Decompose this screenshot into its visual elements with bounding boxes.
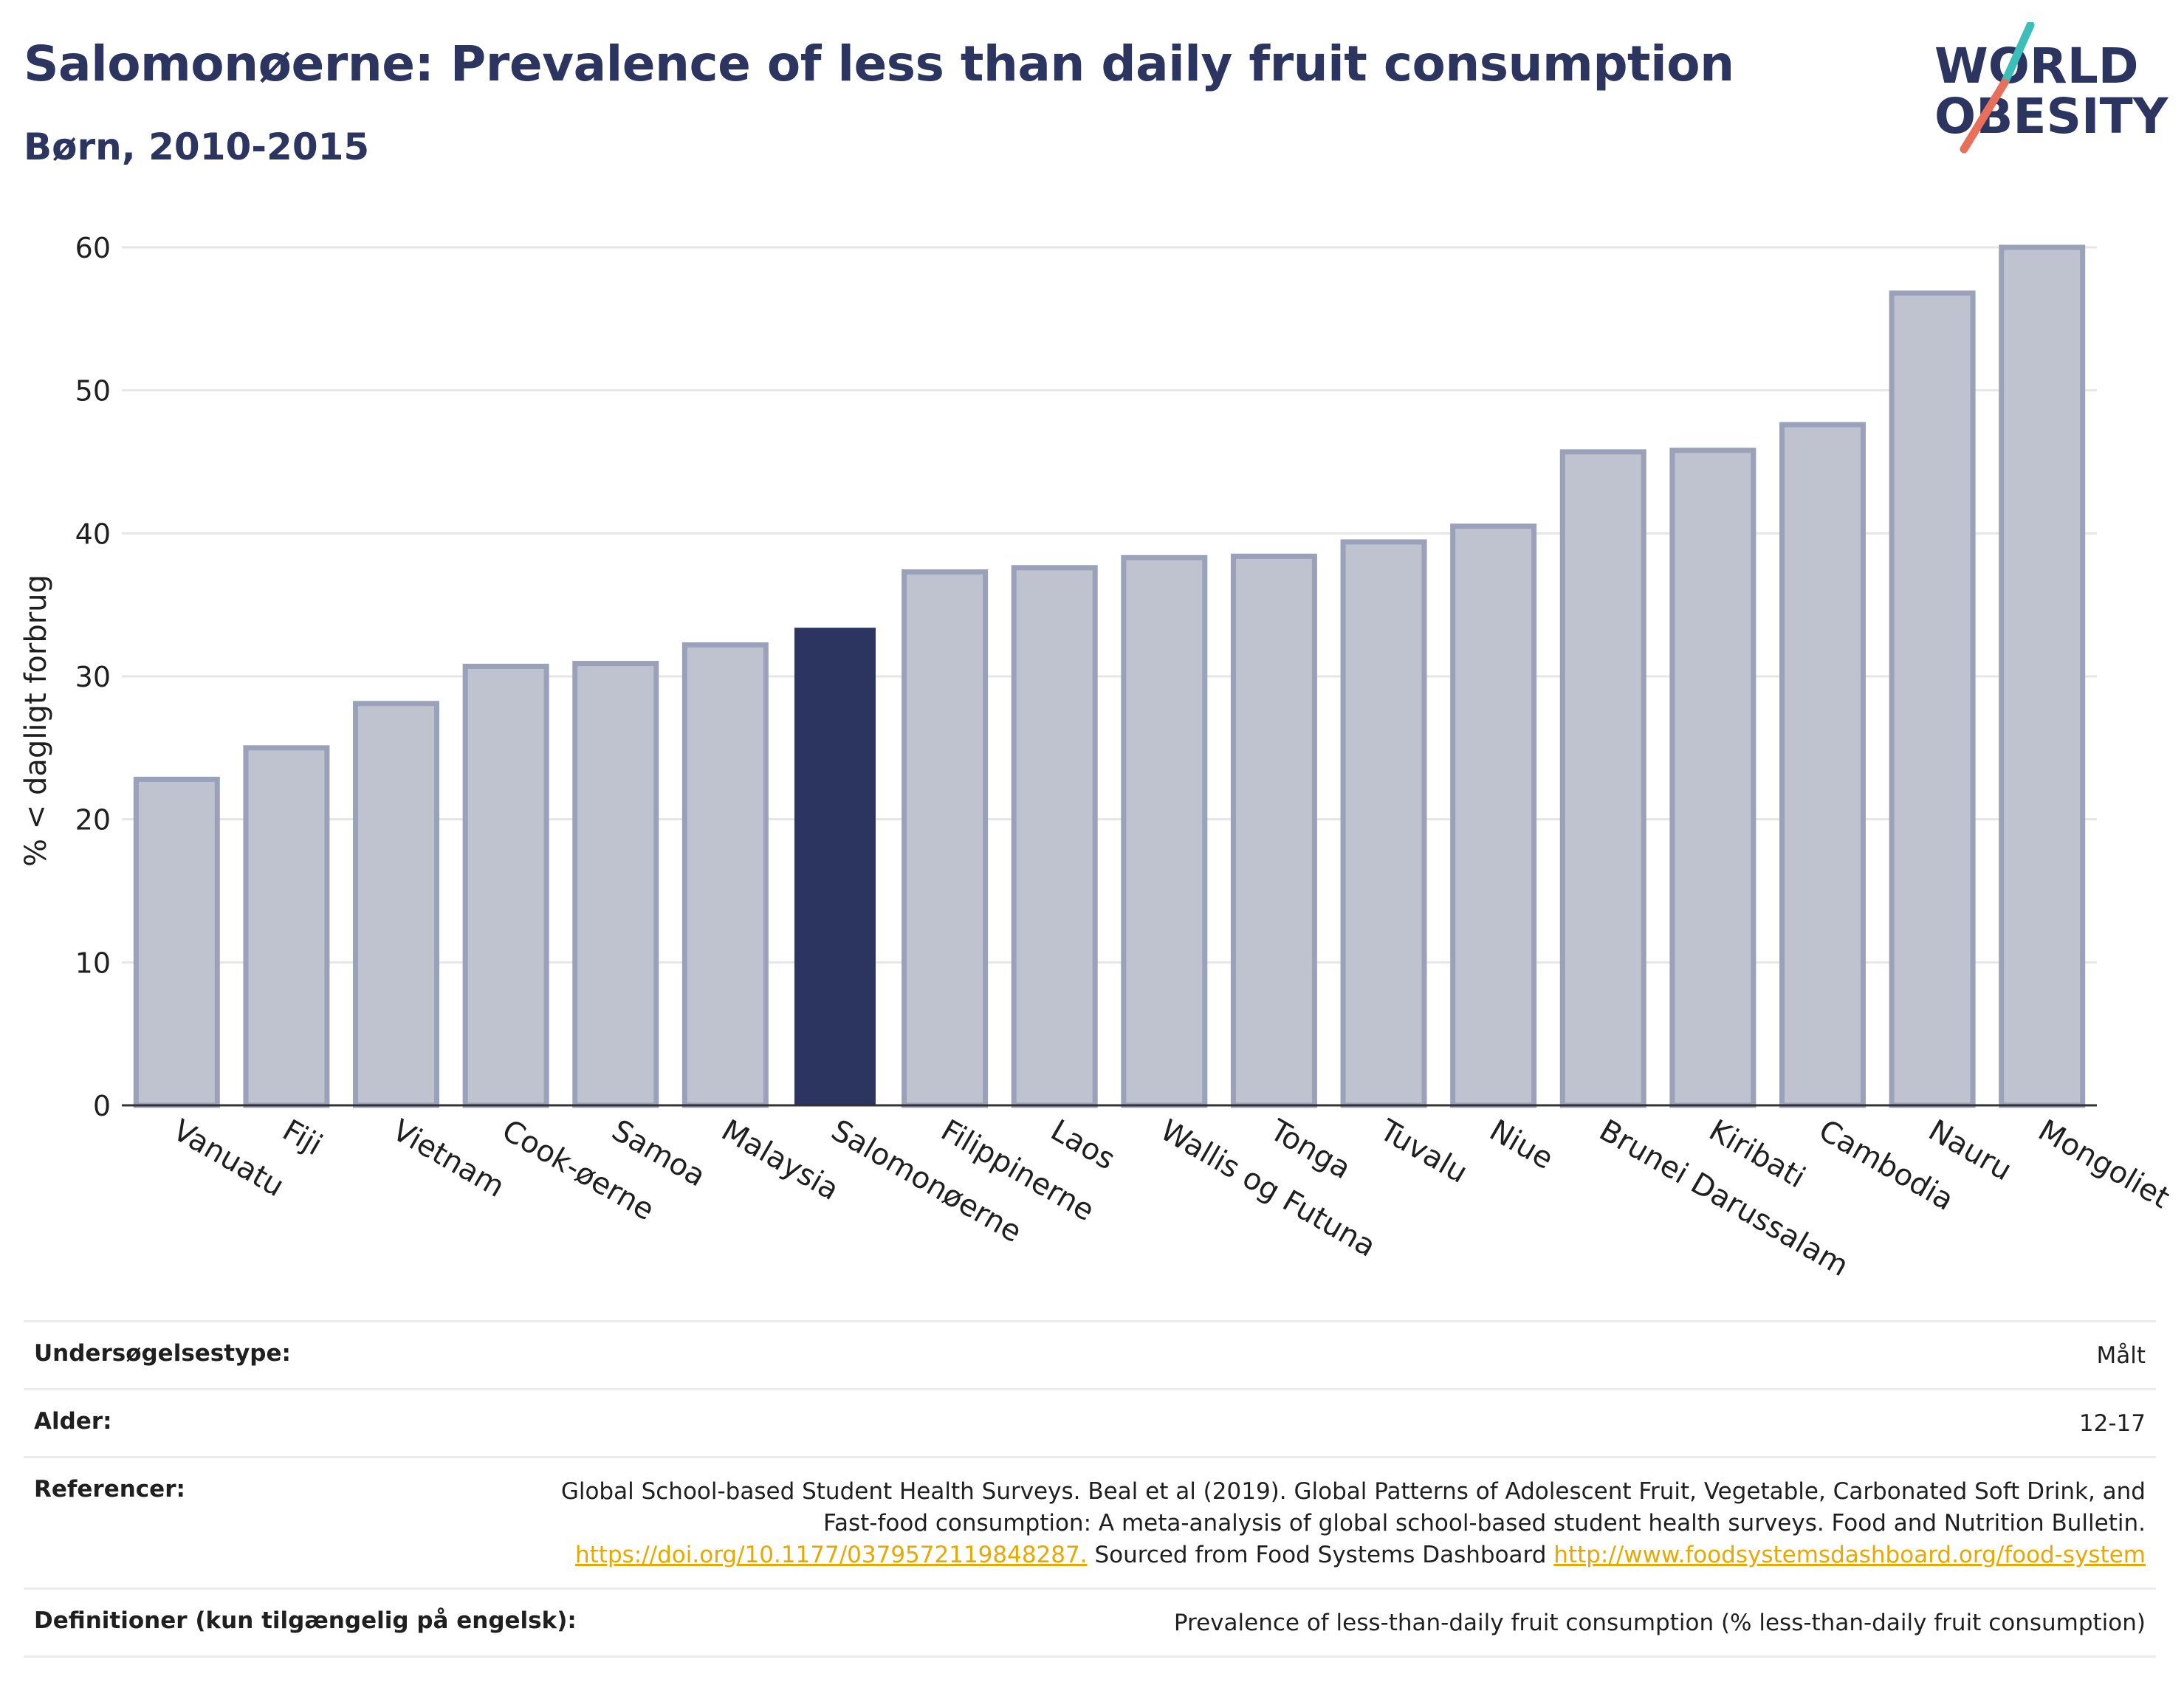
logo-slash-teal (2000, 22, 2035, 87)
world-obesity-logo: WORLD OBESITY (1934, 22, 2169, 154)
bar (1779, 422, 1866, 1108)
references-text: Global School-based Student Health Surve… (560, 1478, 2146, 1537)
age-value: 12-17 (2078, 1410, 2146, 1437)
y-axis-ticks: 0 10 20 30 40 50 60 (75, 232, 111, 1122)
bar (1121, 555, 1208, 1108)
bar (681, 642, 769, 1108)
info-row-definitions: Definitioner (kun tilgængelig på engelsk… (24, 1587, 2156, 1658)
y-tick-label: 20 (75, 804, 111, 837)
x-tick-label: Salomonøerne (825, 1113, 1027, 1249)
age-label: Alder: (34, 1408, 112, 1435)
bar (243, 745, 330, 1108)
bar (902, 569, 989, 1108)
y-tick-label: 50 (75, 375, 111, 408)
y-tick-label: 40 (75, 518, 111, 550)
bar-highlight (794, 628, 876, 1105)
references-value: Global School-based Student Health Surve… (551, 1476, 2146, 1571)
page-subtitle: Børn, 2010-2015 (24, 126, 370, 168)
bar (1669, 447, 1757, 1108)
x-tick-label: Fiji (277, 1113, 328, 1163)
x-tick-label: Laos (1045, 1113, 1121, 1177)
x-tick-label: Malaysia (715, 1113, 844, 1207)
bar (1450, 523, 1537, 1108)
bar (572, 661, 659, 1108)
x-tick-label: Niue (1484, 1113, 1559, 1176)
info-row-references: Referencer: Global School-based Student … (24, 1456, 2156, 1587)
bars (133, 244, 2086, 1108)
info-table: Undersøgelsestype: Målt Alder: 12-17 Ref… (24, 1320, 2156, 1658)
y-tick-label: 30 (75, 661, 111, 693)
y-axis-label: % < dagligt forbrug (19, 574, 53, 867)
bar (1011, 565, 1098, 1108)
gridlines (122, 246, 2097, 964)
references-source-text: Sourced from Food Systems Dashboard (1094, 1542, 1547, 1568)
bar (1340, 539, 1427, 1108)
x-tick-label: Vanuatu (167, 1113, 289, 1204)
bar (1999, 244, 2086, 1108)
references-label: Referencer: (34, 1476, 185, 1503)
food-systems-dashboard-link[interactable]: http://www.foodsystemsdashboard.org/food… (1553, 1542, 2146, 1568)
bar (353, 701, 440, 1108)
logo-slash-coral (1960, 78, 2009, 154)
info-row-age: Alder: 12-17 (24, 1388, 2156, 1456)
bar (462, 663, 549, 1108)
logo-word-world: WORLD (1934, 38, 2139, 95)
x-tick-label: Mongoliet (2033, 1113, 2175, 1215)
y-tick-label: 0 (93, 1090, 111, 1122)
survey-type-value: Målt (2096, 1342, 2146, 1369)
definitions-value: Prevalence of less-than-daily fruit cons… (1173, 1610, 2146, 1636)
x-tick-label: Vietnam (387, 1113, 510, 1204)
bar (1889, 290, 1976, 1108)
bar (1559, 449, 1646, 1108)
definitions-label: Definitioner (kun tilgængelig på engelsk… (34, 1607, 577, 1634)
info-row-survey-type: Undersøgelsestype: Målt (24, 1320, 2156, 1388)
x-tick-label: Tuvalu (1373, 1113, 1473, 1190)
page-title: Salomonøerne: Prevalence of less than da… (24, 35, 1734, 92)
bar (1230, 553, 1317, 1108)
y-tick-label: 10 (75, 947, 111, 979)
doi-link[interactable]: https://doi.org/10.1177/0379572119848287… (575, 1542, 1088, 1568)
survey-type-label: Undersøgelsestype: (34, 1340, 291, 1367)
y-tick-label: 60 (75, 232, 111, 264)
bar (133, 776, 220, 1108)
